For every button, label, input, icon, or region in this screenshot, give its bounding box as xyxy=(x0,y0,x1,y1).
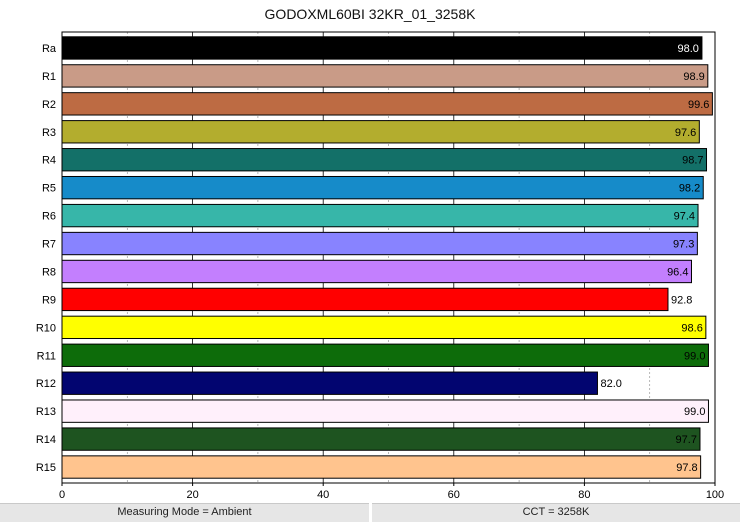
bar-r8 xyxy=(61,259,692,284)
x-tick-label: 80 xyxy=(578,489,590,501)
value-label-r8: 96.4 xyxy=(667,266,688,278)
category-label-r15: R15 xyxy=(36,462,56,474)
bar-r1 xyxy=(61,64,709,88)
measuring-mode-label: Measuring Mode = Ambient xyxy=(0,503,369,522)
bar-r13 xyxy=(61,399,709,423)
value-label-r5: 98.2 xyxy=(679,183,700,195)
value-label-r10: 98.6 xyxy=(681,322,702,334)
value-label-r7: 97.3 xyxy=(673,239,694,251)
category-label-r7: R7 xyxy=(42,239,56,251)
value-label-r1: 98.9 xyxy=(683,71,704,83)
value-label-r9: 92.8 xyxy=(671,294,692,306)
cct-label: CCT = 3258K xyxy=(372,503,740,522)
value-label-r3: 97.6 xyxy=(675,127,696,139)
bar-r3 xyxy=(61,120,700,144)
value-label-r13: 99.0 xyxy=(684,406,705,418)
axis-layer: 0 20 40 60 80 100 xyxy=(59,31,724,501)
bar-r9 xyxy=(61,287,669,312)
x-tick-label: 100 xyxy=(706,489,724,501)
category-label-r6: R6 xyxy=(42,211,56,223)
category-label-r11: R11 xyxy=(37,350,56,362)
category-label-r1: R1 xyxy=(42,71,56,83)
category-label-r5: R5 xyxy=(42,183,56,195)
bar-r5 xyxy=(61,175,704,200)
value-label-r14: 97.7 xyxy=(676,434,697,446)
bar-r2 xyxy=(61,92,713,116)
value-label-ra: 98.0 xyxy=(678,43,699,55)
value-label-r15: 97.8 xyxy=(676,462,697,474)
bars-layer xyxy=(61,36,713,479)
category-label-ra: Ra xyxy=(42,43,57,55)
category-label-r10: R10 xyxy=(36,322,56,334)
bar-r14 xyxy=(61,427,701,451)
value-label-r2: 99.6 xyxy=(688,99,709,111)
bar-r7 xyxy=(61,231,698,256)
bar-r6 xyxy=(61,203,699,228)
value-label-r12: 82.0 xyxy=(600,378,621,390)
category-label-r14: R14 xyxy=(36,434,56,446)
category-label-r3: R3 xyxy=(42,127,56,139)
bar-r11 xyxy=(61,343,709,367)
category-label-r13: R13 xyxy=(36,406,56,418)
x-tick-label: 20 xyxy=(186,489,198,501)
x-tick-label: 0 xyxy=(59,489,65,501)
labels-layer: Ra 98.0 R1 98.9 R2 99.6 R3 97.6 R4 98.7 R5 98.2 R6 97… xyxy=(36,43,710,474)
plot-frame xyxy=(61,31,716,484)
value-label-r4: 98.7 xyxy=(682,155,703,167)
bar-r12 xyxy=(61,371,598,395)
bar-r10 xyxy=(61,315,707,340)
bar-r4 xyxy=(61,148,708,172)
x-tick-label: 60 xyxy=(448,489,460,501)
category-label-r2: R2 xyxy=(42,99,56,111)
bar-r15 xyxy=(61,455,702,479)
bar-ra xyxy=(61,36,703,60)
category-label-r8: R8 xyxy=(42,266,56,278)
category-label-r9: R9 xyxy=(42,294,56,306)
value-label-r6: 97.4 xyxy=(674,211,695,223)
category-label-r12: R12 xyxy=(36,378,56,390)
chart-title: GODOXML60BI 32KR_01_3258K xyxy=(264,6,476,22)
x-tick-label: 40 xyxy=(317,489,329,501)
category-label-r4: R4 xyxy=(42,155,56,167)
value-label-r11: 99.0 xyxy=(684,350,705,362)
